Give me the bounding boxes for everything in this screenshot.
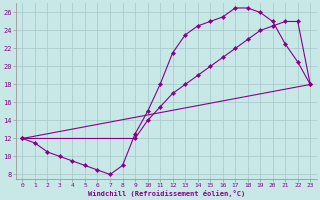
X-axis label: Windchill (Refroidissement éolien,°C): Windchill (Refroidissement éolien,°C) — [88, 190, 245, 197]
